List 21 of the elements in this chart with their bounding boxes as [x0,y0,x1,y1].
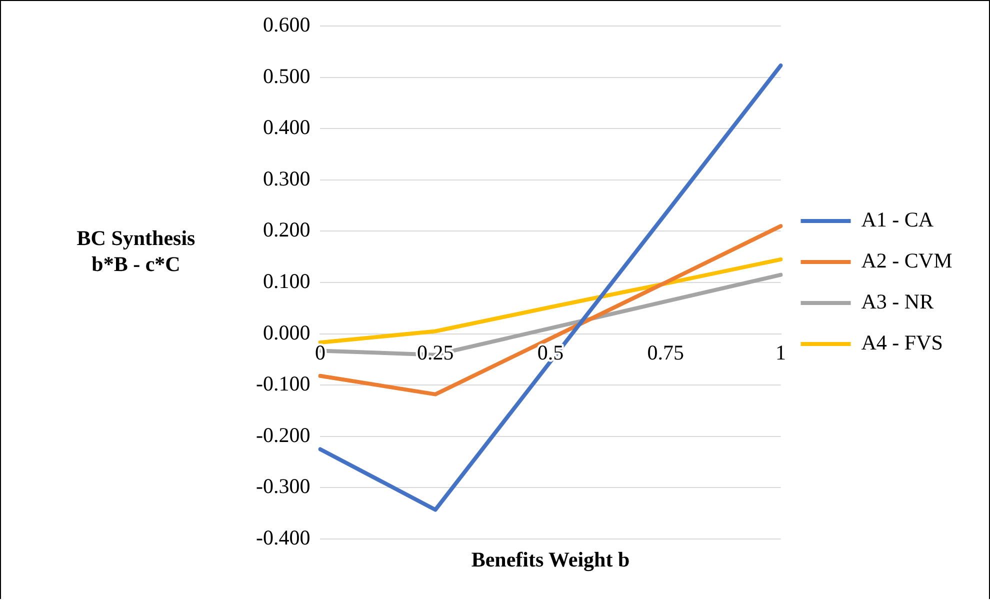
y-tick-label: 0.100 [262,269,310,294]
x-tick-label: 0.75 [647,340,684,364]
x-axis-title: Benefits Weight b [471,547,630,572]
legend-label: A4 - FVS [861,330,943,355]
y-tick-label: 0.400 [262,115,310,140]
y-tick-label: 0.500 [262,64,310,88]
y-tick-label: -0.100 [256,372,310,396]
y-tick-label: -0.200 [256,422,310,447]
legend-label: A2 - CVM [861,248,953,273]
legend-label: A1 - CA [861,208,934,232]
x-tick-label: 1 [776,340,786,364]
y-tick-label: -0.400 [256,526,310,550]
x-tick-label: 0 [314,340,326,364]
y-tick-label: 0.600 [262,12,310,37]
x-tick-label: 0.25 [416,340,454,364]
y-tick-label: 0.000 [262,320,310,344]
legend-label: A3 - NR [861,290,934,314]
y-tick-label: 0.200 [262,218,310,242]
y-axis-title: BC Synthesis b*B - c*C [76,226,196,276]
y-tick-label: -0.300 [256,474,310,498]
y-tick-label: 0.300 [262,166,310,190]
